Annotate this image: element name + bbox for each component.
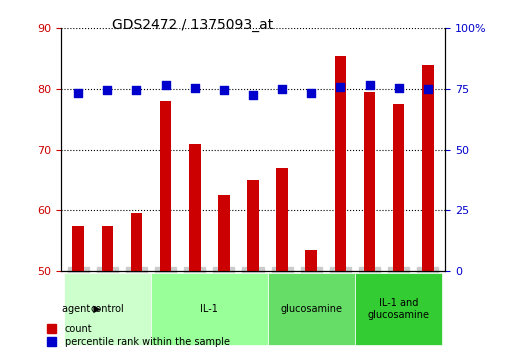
Text: IL-1: IL-1: [200, 304, 218, 314]
Bar: [421, 65, 433, 271]
Point: [74, 90, 82, 96]
Point: [365, 82, 373, 88]
Bar: [188, 144, 200, 271]
Bar: [276, 168, 287, 271]
FancyBboxPatch shape: [267, 273, 355, 346]
Bar: [218, 195, 229, 271]
Bar: [392, 104, 403, 271]
Text: glucosamine: glucosamine: [280, 304, 341, 314]
Legend: count, percentile rank within the sample: count, percentile rank within the sample: [45, 322, 231, 349]
Point: [161, 82, 169, 88]
Point: [423, 86, 431, 92]
Bar: [334, 56, 345, 271]
Text: IL-1 and
glucosamine: IL-1 and glucosamine: [367, 298, 429, 320]
Bar: [72, 225, 84, 271]
FancyBboxPatch shape: [64, 273, 150, 346]
Bar: [305, 250, 317, 271]
FancyBboxPatch shape: [150, 273, 267, 346]
Bar: [160, 101, 171, 271]
Text: GDS2472 / 1375093_at: GDS2472 / 1375093_at: [112, 18, 272, 32]
Text: control: control: [90, 304, 124, 314]
Point: [278, 86, 286, 92]
Text: agent ▶: agent ▶: [62, 304, 101, 314]
Point: [103, 87, 111, 93]
Point: [394, 85, 402, 91]
Bar: [130, 213, 142, 271]
Point: [248, 92, 257, 98]
Point: [190, 85, 198, 91]
Point: [132, 87, 140, 93]
FancyBboxPatch shape: [355, 273, 441, 346]
Bar: [246, 180, 259, 271]
Point: [219, 87, 227, 93]
Bar: [102, 225, 113, 271]
Point: [336, 84, 344, 90]
Point: [307, 90, 315, 96]
Bar: [363, 92, 375, 271]
